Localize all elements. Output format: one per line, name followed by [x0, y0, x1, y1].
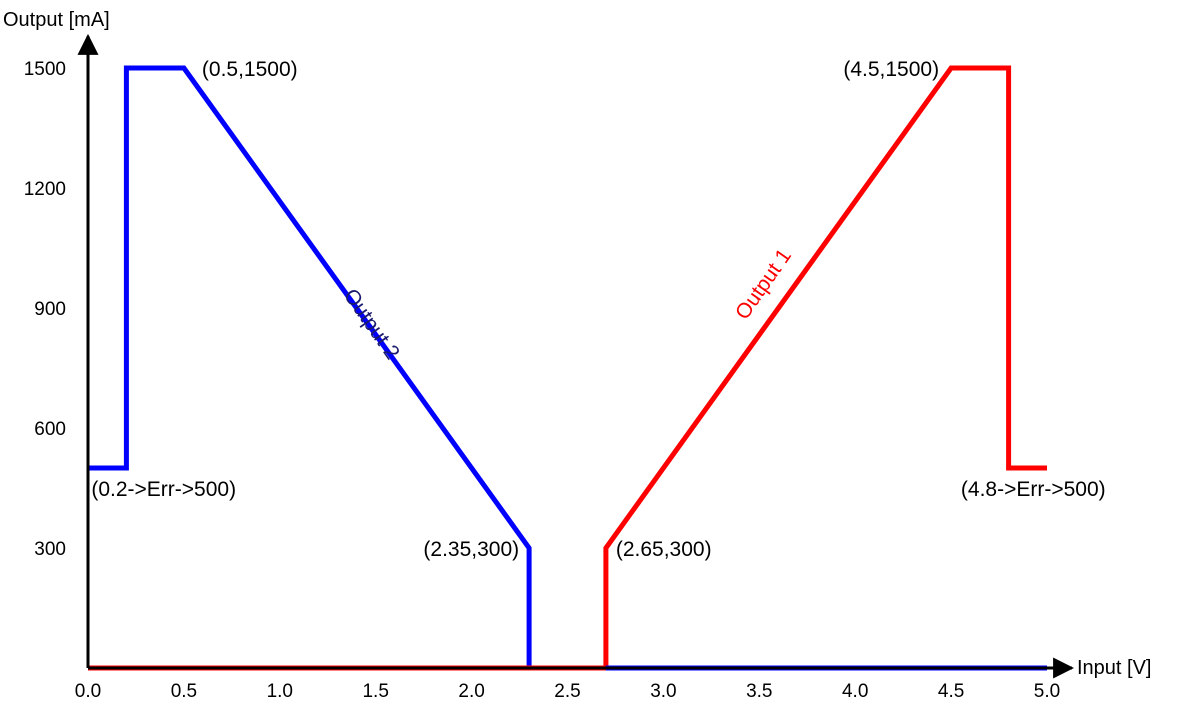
x-tick-label: 2.5 — [554, 681, 580, 702]
x-tick-label: 2.0 — [458, 681, 484, 702]
y-tick-label: 600 — [34, 419, 66, 440]
y-tick-label: 1200 — [24, 179, 66, 200]
point-annotation: (4.8->Err->500) — [961, 478, 1106, 501]
x-tick-label: 4.0 — [842, 681, 868, 702]
point-annotation: (4.5,1500) — [843, 58, 939, 81]
x-tick-label: 1.0 — [267, 681, 293, 702]
x-tick-label: 3.0 — [650, 681, 676, 702]
point-annotation: (0.2->Err->500) — [91, 478, 236, 501]
y-tick-label: 900 — [34, 299, 66, 320]
x-tick-label: 3.5 — [746, 681, 772, 702]
series-label-output-1: Output 1 — [731, 245, 796, 324]
series-line-output-1 — [88, 65, 1047, 671]
point-annotation: (0.5,1500) — [202, 58, 298, 81]
series-label-output-2: Output 2 — [339, 285, 404, 364]
x-tick-label: 0.5 — [171, 681, 197, 702]
series-line-output-2 — [88, 65, 1047, 671]
x-tick-label: 1.5 — [362, 681, 388, 702]
x-tick-label: 0.0 — [75, 681, 101, 702]
point-annotation: (2.35,300) — [423, 538, 519, 561]
y-axis-title: Output [mA] — [3, 9, 110, 31]
point-annotation: (2.65,300) — [616, 538, 712, 561]
x-tick-label: 4.5 — [938, 681, 964, 702]
y-tick-label: 1500 — [24, 59, 66, 80]
y-tick-label: 300 — [34, 539, 66, 560]
x-axis-title: Input [V] — [1077, 657, 1152, 679]
x-tick-label: 5.0 — [1034, 681, 1060, 702]
